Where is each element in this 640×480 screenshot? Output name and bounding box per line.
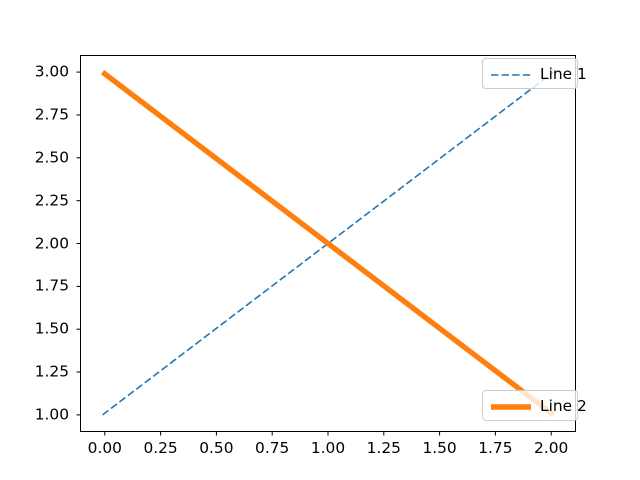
legend-upper-right[interactable]: Line 1 — [482, 58, 587, 89]
xtick-label: 2.00 — [534, 439, 569, 457]
data-line-line-1 — [102, 71, 554, 416]
ytick-label: 2.25 — [34, 190, 69, 209]
ytick-label: 1.25 — [34, 362, 69, 381]
ytick-label: 1.75 — [34, 276, 69, 295]
legend-label-line-1: Line 1 — [540, 64, 587, 83]
xtick-label: 0.50 — [199, 439, 234, 457]
ytick-label: 1.00 — [34, 405, 69, 424]
legend-line-sample-dashed — [491, 67, 531, 81]
ytick-label: 3.00 — [34, 62, 69, 81]
ytick-label: 2.00 — [34, 233, 69, 252]
xtick-label: 0.00 — [87, 439, 122, 457]
xtick-label: 1.50 — [422, 439, 457, 457]
xtick-label: 1.25 — [366, 439, 401, 457]
xtick-label: 0.75 — [255, 439, 290, 457]
xtick-label: 1.75 — [478, 439, 513, 457]
x-tick-marks — [104, 432, 552, 436]
y-tick-marks — [76, 71, 80, 416]
xtick-label: 0.25 — [143, 439, 178, 457]
legend-line-sample-solid — [491, 399, 531, 413]
xtick-label: 1.00 — [310, 439, 346, 457]
ytick-label: 2.50 — [34, 148, 69, 167]
ytick-label: 2.75 — [34, 105, 69, 124]
data-line-line-2 — [100, 70, 556, 417]
legend-label-line-2: Line 2 — [540, 396, 587, 415]
legend-lower-right[interactable]: Line 2 — [482, 390, 587, 421]
ytick-label: 1.50 — [34, 319, 69, 338]
axes-spines — [80, 55, 576, 432]
